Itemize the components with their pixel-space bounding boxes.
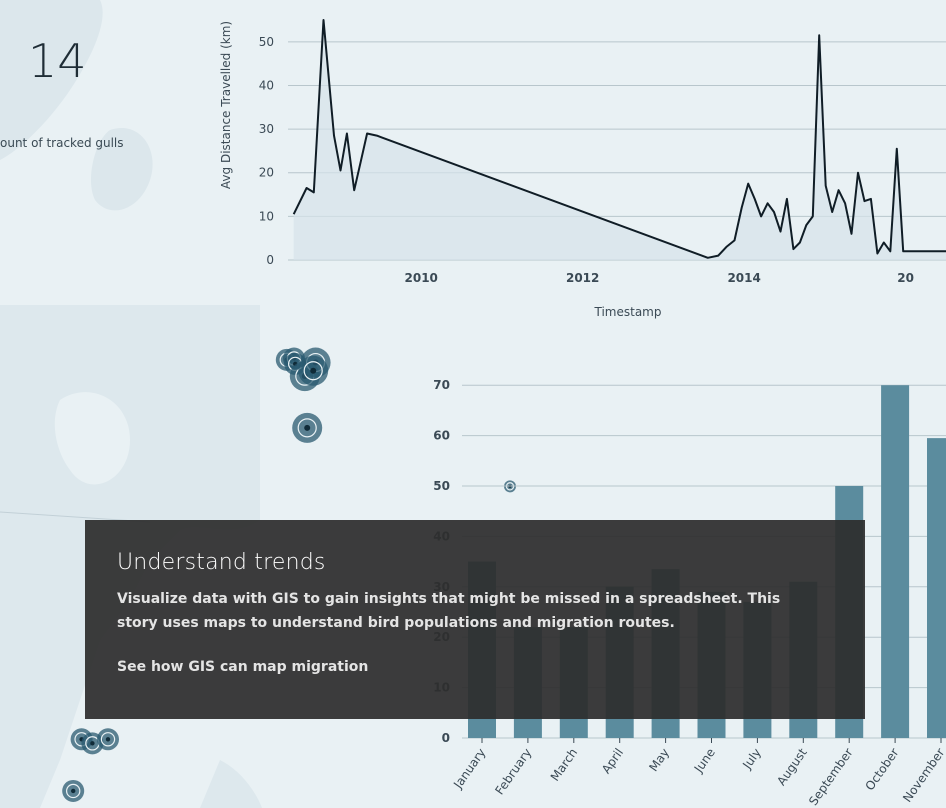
data-point [824, 184, 828, 188]
data-point [785, 197, 789, 201]
data-point [746, 182, 750, 186]
data-point [791, 247, 795, 251]
data-point [843, 201, 847, 205]
x-tick-label: April [599, 746, 626, 777]
x-tick-label: 2014 [727, 271, 760, 285]
data-point [322, 18, 326, 22]
data-point [830, 210, 834, 214]
y-tick-label: 50 [433, 479, 450, 493]
data-point [914, 249, 918, 253]
data-point [869, 197, 873, 201]
data-point [862, 199, 866, 203]
land-east-coast [200, 760, 262, 808]
data-point [716, 254, 720, 258]
y-tick-label: 0 [442, 731, 450, 745]
data-point [292, 212, 296, 216]
y-tick-label: 30 [259, 122, 274, 136]
x-tick-label: November [900, 746, 946, 805]
y-tick-label: 50 [259, 35, 274, 49]
x-tick-label: July [739, 746, 763, 773]
y-tick-label: 40 [259, 78, 274, 92]
migration-marker-ring [100, 732, 116, 747]
x-tick-label: February [492, 746, 534, 798]
map-migration-link[interactable]: See how GIS can map migration [117, 659, 369, 675]
data-point [753, 197, 757, 201]
y-tick-label: 10 [259, 209, 274, 223]
data-point [365, 131, 369, 135]
data-point [305, 186, 309, 190]
data-point [375, 134, 379, 138]
migration-marker-ring [303, 361, 323, 381]
series-area [293, 20, 946, 260]
data-point [798, 241, 802, 245]
x-tick-label: 2012 [566, 271, 599, 285]
overlay-body: Visualize data with GIS to gain insights… [117, 591, 781, 631]
data-point [921, 249, 925, 253]
x-tick-label: September [806, 746, 856, 808]
data-point [817, 33, 821, 37]
x-tick-label: June [691, 746, 718, 776]
x-tick-label: October [863, 746, 902, 793]
data-point [772, 210, 776, 214]
land-baffin [90, 128, 153, 211]
data-point [759, 214, 763, 218]
x-tick-label: March [548, 746, 580, 784]
data-point [895, 147, 899, 151]
data-point [332, 134, 336, 138]
migration-marker-ring [65, 783, 81, 799]
data-point [811, 214, 815, 218]
migration-marker-dot [71, 788, 76, 794]
data-point [875, 251, 879, 255]
data-point [766, 201, 770, 205]
y-axis-label: Avg Distance Travelled (km) [219, 21, 233, 189]
migration-marker-dot [304, 424, 311, 431]
data-point [312, 190, 316, 194]
story-overlay-card: Understand trends Visualize data with GI… [85, 520, 865, 719]
migration-marker-ring [297, 418, 317, 438]
data-point [927, 249, 931, 253]
y-tick-label: 0 [266, 253, 274, 267]
series-line [292, 19, 946, 259]
data-point [804, 223, 808, 227]
distance-line-chart: 0 10 20 30 40 50 2010 2012 2014 20 Timestamp Avg Di… [219, 18, 946, 319]
bar[interactable] [881, 385, 910, 738]
y-tick-label: 60 [433, 429, 450, 443]
data-point [850, 232, 854, 236]
overlay-title: Understand trends [117, 550, 326, 575]
bar[interactable] [927, 438, 946, 738]
data-point [740, 206, 744, 210]
data-point [724, 245, 728, 249]
tracked-gulls-label: ount of tracked gulls [0, 136, 124, 150]
tracked-gulls-count: 14 [28, 34, 87, 88]
land-hudson-bay [54, 392, 130, 485]
data-point [936, 249, 940, 253]
data-point [901, 249, 905, 253]
data-point [706, 256, 710, 260]
data-point [352, 188, 356, 192]
y-tick-label: 70 [433, 378, 450, 392]
data-point [888, 249, 892, 253]
data-point [837, 188, 841, 192]
y-tick-label: 20 [259, 166, 274, 180]
data-point [359, 160, 363, 164]
map-markers [62, 347, 516, 802]
x-tick-label: 20 [897, 271, 914, 285]
x-tick-label: 2010 [405, 271, 438, 285]
data-point [856, 171, 860, 175]
data-point [908, 249, 912, 253]
x-tick-label: August [774, 745, 810, 788]
migration-marker-dot [105, 737, 111, 742]
x-tick-label: May [646, 746, 672, 774]
data-point [778, 230, 782, 234]
x-tick-label: January [450, 746, 488, 792]
land-greenland [0, 0, 103, 160]
data-point [338, 169, 342, 173]
x-axis-label: Timestamp [594, 305, 662, 319]
data-point [345, 131, 349, 135]
migration-marker-dot [90, 741, 95, 746]
data-point [732, 238, 736, 242]
migration-marker-dot [310, 367, 317, 374]
data-point [882, 241, 886, 245]
